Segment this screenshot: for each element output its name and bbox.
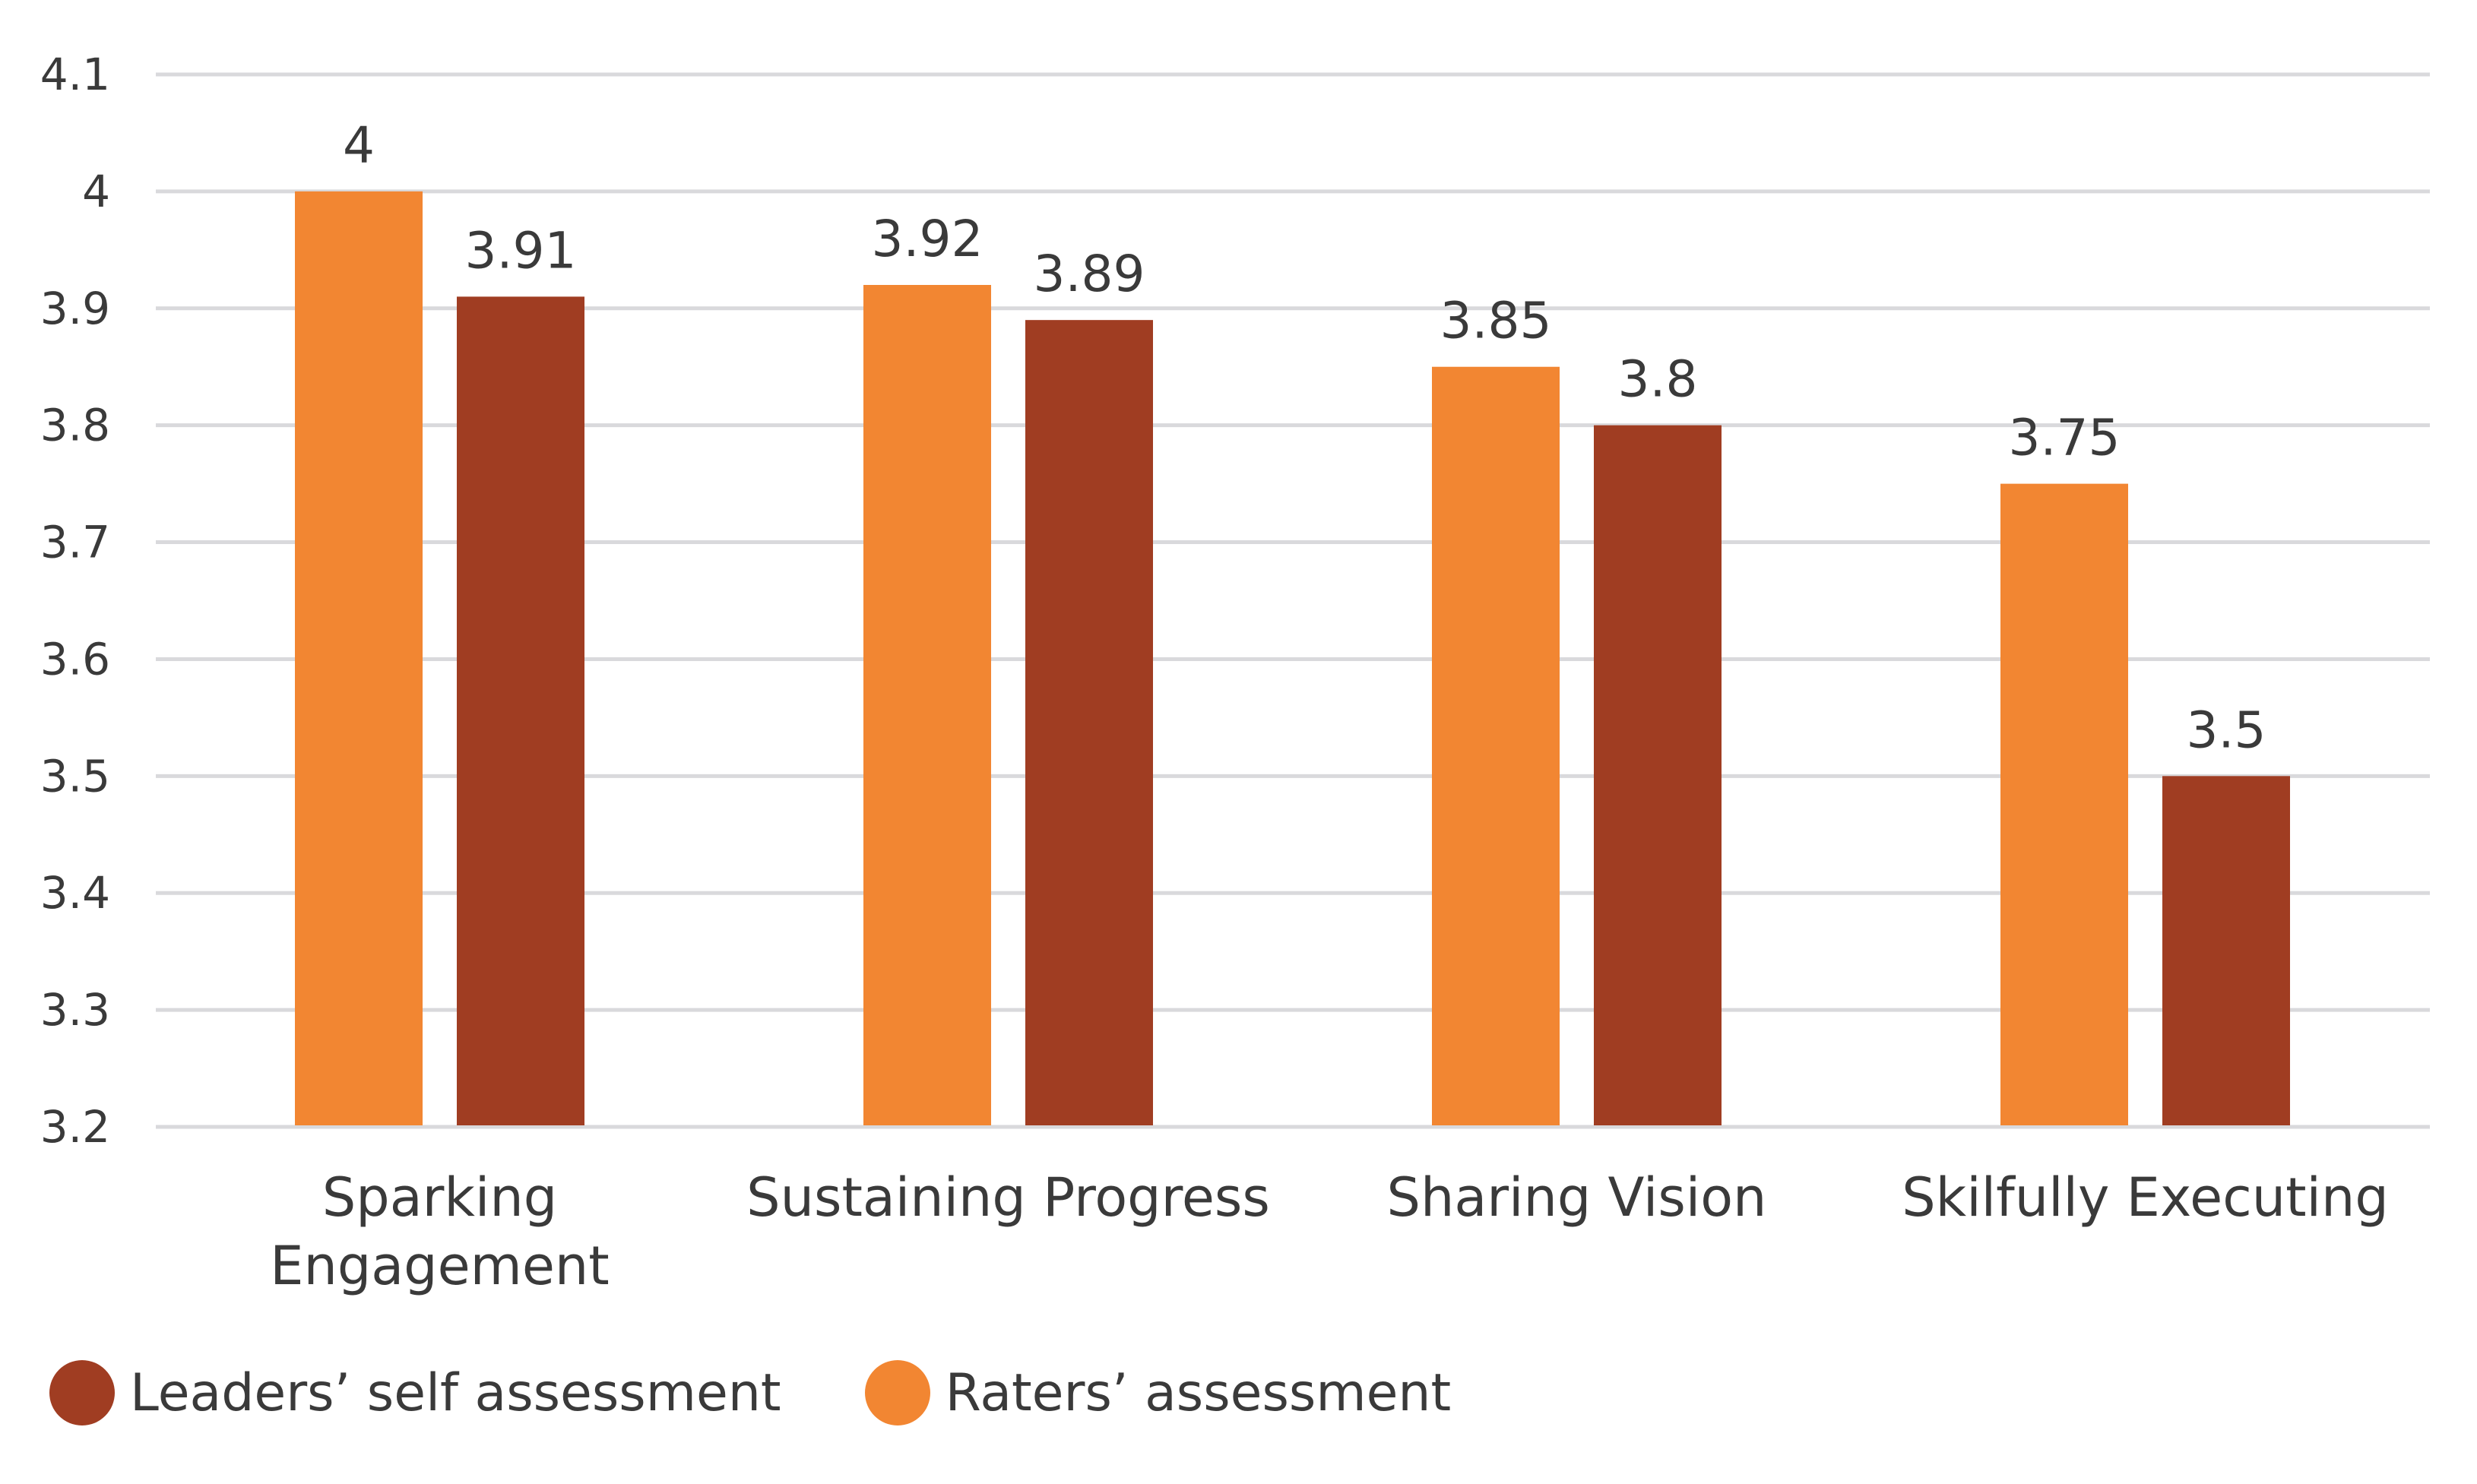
data-label: 4 bbox=[343, 116, 375, 175]
legend-label-leaders: Leaders’ self assessment bbox=[130, 1362, 781, 1423]
y-tick-label: 3.7 bbox=[40, 517, 110, 568]
y-tick-label: 3.4 bbox=[40, 867, 110, 919]
y-tick-label: 3.6 bbox=[40, 633, 110, 685]
y-tick-label: 3.3 bbox=[40, 984, 110, 1036]
bar-leaders bbox=[2162, 776, 2290, 1125]
legend-swatch-raters-icon bbox=[864, 1360, 930, 1425]
data-label: 3.5 bbox=[2187, 701, 2266, 759]
bar-leaders bbox=[1025, 320, 1153, 1126]
bars bbox=[295, 191, 2290, 1126]
legend: Leaders’ self assessment Raters’ assessm… bbox=[49, 1360, 1535, 1425]
bar-leaders bbox=[1594, 425, 1722, 1125]
data-label: 3.8 bbox=[1618, 350, 1698, 409]
legend-item-raters: Raters’ assessment bbox=[864, 1360, 1452, 1425]
bar-raters bbox=[1432, 366, 1560, 1125]
x-category-label: Sparking Engagement bbox=[270, 1166, 610, 1297]
data-label: 3.85 bbox=[1440, 292, 1552, 350]
x-axis-categories: Sparking Engagement Sustaining Progress Sha… bbox=[270, 1166, 2389, 1297]
bar-raters bbox=[295, 191, 423, 1125]
data-label: 3.75 bbox=[2009, 409, 2121, 467]
x-category-label: Sustaining Progress bbox=[746, 1166, 1270, 1229]
data-label: 3.89 bbox=[1034, 245, 1145, 303]
y-tick-label: 4.1 bbox=[40, 49, 110, 100]
y-tick-label: 3.5 bbox=[40, 750, 110, 802]
data-label: 3.91 bbox=[465, 221, 577, 280]
bar-leaders bbox=[457, 296, 584, 1125]
bar-raters bbox=[863, 285, 991, 1125]
y-axis-ticks: 3.2 3.3 3.4 3.5 3.6 3.7 3.8 3.9 4 4.1 bbox=[40, 49, 110, 1153]
bar-chart: 3.2 3.3 3.4 3.5 3.6 3.7 3.8 3.9 4 4.1 4 3.91 3.92 3.… bbox=[40, 49, 2430, 1297]
legend-item-leaders: Leaders’ self assessment bbox=[49, 1360, 781, 1425]
data-label: 3.92 bbox=[872, 210, 984, 268]
y-tick-label: 3.2 bbox=[40, 1101, 110, 1153]
x-category-label: Sharing Vision bbox=[1387, 1166, 1767, 1229]
legend-swatch-leaders-icon bbox=[49, 1360, 115, 1425]
y-tick-label: 4 bbox=[82, 166, 110, 217]
x-category-label: Skilfully Executing bbox=[1902, 1166, 2389, 1229]
data-labels: 4 3.91 3.92 3.89 3.85 3.8 3.75 3.5 bbox=[343, 116, 2266, 759]
y-tick-label: 3.9 bbox=[40, 283, 110, 334]
bar-raters bbox=[2000, 483, 2128, 1125]
legend-label-raters: Raters’ assessment bbox=[945, 1362, 1452, 1423]
y-tick-label: 3.8 bbox=[40, 400, 110, 451]
